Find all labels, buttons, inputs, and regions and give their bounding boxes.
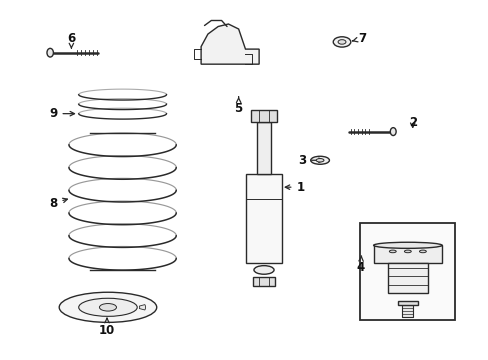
Bar [402,305,412,317]
Ellipse shape [253,266,273,274]
Ellipse shape [404,250,410,253]
Ellipse shape [310,156,329,164]
Text: 5: 5 [234,97,242,116]
Ellipse shape [316,158,324,162]
Ellipse shape [79,298,137,316]
Wedge shape [139,305,145,310]
FancyBboxPatch shape [397,301,417,305]
Text: 7: 7 [352,32,366,45]
Text: 4: 4 [356,256,364,274]
Text: 1: 1 [285,181,304,194]
Ellipse shape [332,37,350,47]
Text: 6: 6 [67,32,75,48]
Ellipse shape [373,242,441,248]
Text: 2: 2 [408,116,416,129]
FancyBboxPatch shape [245,174,282,263]
Ellipse shape [419,250,426,253]
Ellipse shape [389,128,395,135]
Ellipse shape [59,292,157,322]
Ellipse shape [388,250,395,253]
Text: 10: 10 [99,318,115,337]
Polygon shape [201,24,259,64]
FancyBboxPatch shape [250,110,277,122]
Text: 8: 8 [49,197,67,210]
Ellipse shape [47,48,53,57]
FancyBboxPatch shape [373,245,441,263]
Bar [257,122,270,174]
Text: 9: 9 [49,107,74,120]
FancyBboxPatch shape [252,277,274,286]
Ellipse shape [337,40,346,44]
Ellipse shape [99,303,116,311]
Bar [387,263,427,293]
Bar [360,223,454,320]
Text: 3: 3 [297,154,323,167]
